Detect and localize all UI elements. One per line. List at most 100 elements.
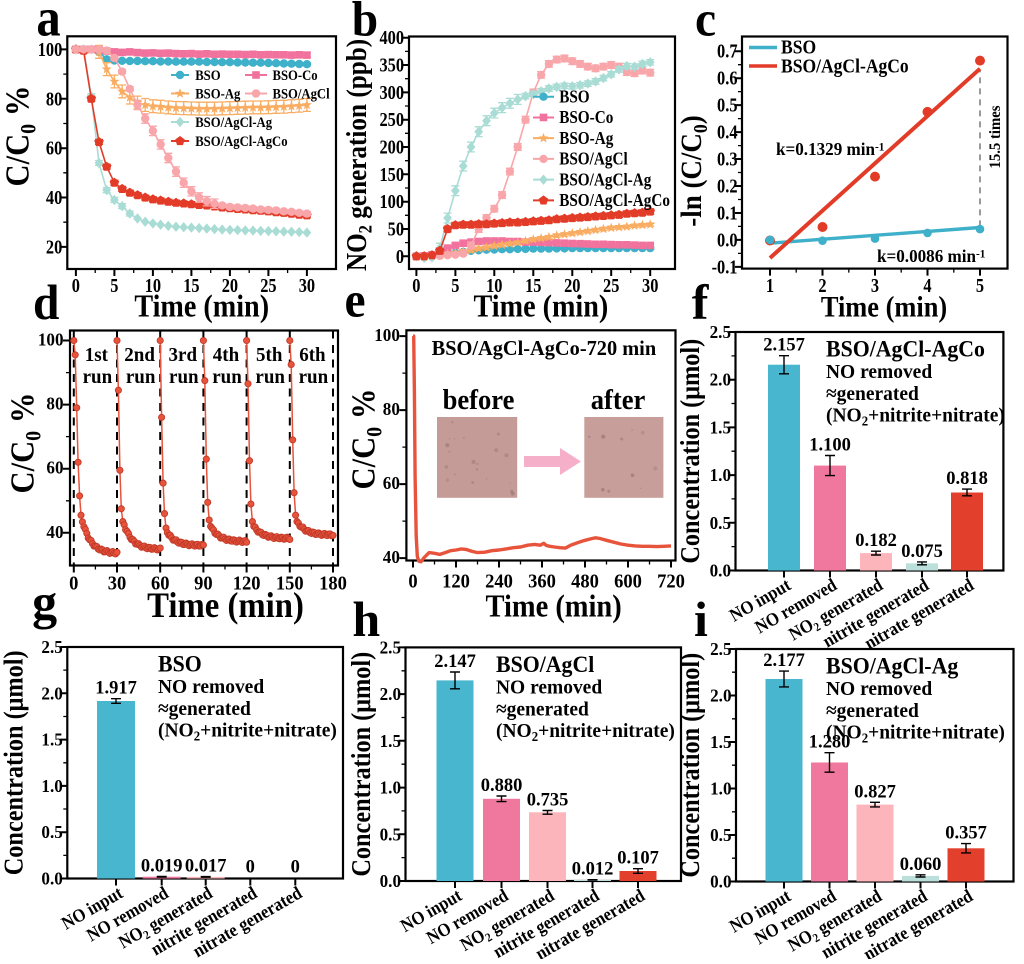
svg-text:6th: 6th [299,345,326,367]
svg-text:10: 10 [486,275,502,297]
svg-text:20: 20 [222,275,238,297]
svg-text:0.075: 0.075 [901,542,943,562]
svg-text:0.0: 0.0 [380,871,402,892]
svg-text:0.5: 0.5 [710,512,732,533]
svg-text:0: 0 [396,245,404,267]
svg-text:720: 720 [657,571,685,593]
svg-text:180: 180 [319,573,347,595]
svg-text:i: i [694,591,708,647]
svg-text:30: 30 [108,573,127,595]
svg-text:200: 200 [379,136,404,158]
svg-text:Concentration (μmol): Concentration (μmol) [346,652,376,877]
svg-text:2: 2 [818,275,826,297]
svg-text:2.5: 2.5 [41,637,63,658]
svg-text:BSO/AgCl-AgCo: BSO/AgCl-AgCo [559,190,670,210]
svg-text:60: 60 [46,457,63,478]
svg-text:1.0: 1.0 [710,465,732,486]
svg-text:after: after [591,384,646,415]
svg-text:20: 20 [564,275,580,297]
svg-text:2nd: 2nd [124,345,155,367]
svg-text:60: 60 [383,473,400,494]
svg-text:BSO-Ag: BSO-Ag [195,85,240,101]
svg-text:1.5: 1.5 [710,732,732,753]
svg-text:1st: 1st [85,345,109,367]
svg-text:BSO: BSO [559,86,589,106]
svg-text:50: 50 [388,218,404,240]
svg-text:10: 10 [145,275,161,297]
svg-text:0: 0 [412,275,420,297]
svg-text:BSO/AgCl-AgCo: BSO/AgCl-AgCo [195,133,288,149]
svg-text:1.5: 1.5 [380,730,402,751]
svg-text:0: 0 [408,571,417,593]
svg-text:25: 25 [260,275,276,297]
svg-text:80: 80 [46,88,62,110]
svg-text:run: run [255,367,285,389]
svg-text:0.1: 0.1 [717,202,737,224]
svg-text:100: 100 [38,39,63,61]
svg-text:BSO: BSO [195,67,220,83]
svg-text:Time (min): Time (min) [485,588,621,624]
svg-text:BSO-Co: BSO-Co [559,107,613,127]
svg-text:C/C0​ %: C/C0​ % [3,392,46,493]
svg-text:80: 80 [46,393,63,414]
svg-text:1.280: 1.280 [809,733,851,753]
svg-text:0.3: 0.3 [717,148,737,170]
svg-text:360: 360 [528,571,556,593]
svg-text:4th: 4th [213,345,240,367]
svg-text:0.0: 0.0 [710,871,732,892]
svg-text:0.019: 0.019 [141,856,183,876]
svg-text:Time (min): Time (min) [134,288,269,324]
svg-text:0: 0 [246,858,255,878]
svg-text:C/C0​ %: C/C0​ % [344,388,387,489]
svg-text:Concentration (μmol): Concentration (μmol) [675,339,705,564]
svg-text:1: 1 [766,275,774,297]
svg-text:2.177: 2.177 [763,651,805,671]
svg-text:15: 15 [525,275,541,297]
svg-text:NO removed: NO removed [158,676,264,699]
svg-text:0.5: 0.5 [710,825,732,846]
svg-text:40: 40 [46,521,63,542]
svg-text:0.012: 0.012 [572,860,614,880]
svg-text:0.0: 0.0 [41,868,63,889]
svg-text:Concentration (μmol): Concentration (μmol) [0,650,29,875]
svg-text:BSO/AgCl: BSO/AgCl [273,85,330,101]
svg-text:(NO2​+nitrite+nitrate): (NO2​+nitrite+nitrate) [158,719,337,744]
svg-text:40: 40 [46,187,62,209]
svg-text:2.0: 2.0 [41,683,63,704]
svg-text:2.5: 2.5 [710,322,732,343]
svg-text:NO removed: NO removed [496,676,602,699]
svg-text:0: 0 [72,275,80,297]
svg-text:2.0: 2.0 [710,369,732,390]
svg-text:b: b [352,0,378,47]
svg-text:5: 5 [976,275,984,297]
svg-text:BSO: BSO [158,651,202,677]
svg-text:3: 3 [871,275,879,297]
svg-text:run: run [299,367,329,389]
svg-text:1.0: 1.0 [41,775,63,796]
svg-text:60: 60 [151,573,170,595]
svg-text:run: run [212,367,242,389]
svg-text:400: 400 [379,27,404,49]
svg-text:BSO/AgCl: BSO/AgCl [496,651,594,677]
svg-text:0.5: 0.5 [41,822,63,843]
svg-text:2.0: 2.0 [380,684,402,705]
svg-text:5th: 5th [256,345,283,367]
svg-text:60: 60 [46,137,62,159]
svg-text:15: 15 [183,275,199,297]
svg-text:3rd: 3rd [169,345,198,367]
svg-text:(NO2​+nitrite+nitrate): (NO2​+nitrite+nitrate) [496,719,675,744]
svg-text:NO removed: NO removed [826,361,932,384]
svg-text:300: 300 [379,82,404,104]
svg-text:120: 120 [442,571,470,593]
svg-text:25: 25 [603,275,619,297]
svg-text:350: 350 [379,54,404,76]
svg-text:BSO-Ag: BSO-Ag [559,128,614,148]
svg-text:0.107: 0.107 [617,849,659,869]
svg-text:4: 4 [923,275,931,297]
svg-text:30: 30 [299,275,315,297]
svg-text:480: 480 [571,571,599,593]
svg-text:run: run [126,367,156,389]
svg-text:0.0: 0.0 [710,560,732,581]
svg-text:0.5: 0.5 [380,824,402,845]
svg-text:1.5: 1.5 [710,417,732,438]
